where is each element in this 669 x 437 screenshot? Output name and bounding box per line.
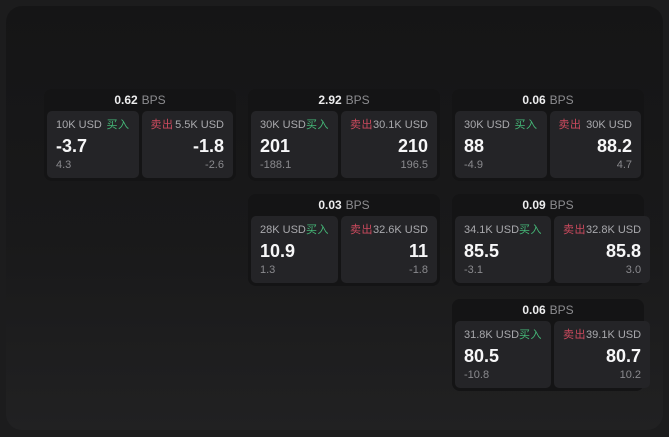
sell-value: 80.7 bbox=[606, 346, 642, 366]
buy-delta: -4.9 bbox=[464, 159, 483, 171]
sell-value: 85.8 bbox=[606, 241, 642, 261]
quote-card: 2.92 BPS 30K USD 买入 201 -188.1 卖出 30.1K … bbox=[248, 89, 440, 181]
quote-card: 0.62 BPS 10K USD 买入 -3.7 4.3 卖出 5.5K USD bbox=[44, 89, 236, 181]
sell-value: 210 bbox=[397, 136, 428, 156]
sell-tile[interactable]: 卖出 32.8K USD 85.8 3.0 bbox=[554, 216, 651, 283]
buy-delta: 4.3 bbox=[56, 159, 72, 171]
sell-amount: 39.1K USD bbox=[586, 329, 642, 341]
bps-value: 0.06 bbox=[522, 93, 546, 107]
buy-tag: 买入 bbox=[305, 119, 329, 131]
bps-unit-label: BPS bbox=[345, 198, 370, 212]
sell-delta: -1.8 bbox=[409, 264, 428, 276]
buy-delta: 1.3 bbox=[260, 264, 276, 276]
sell-amount: 32.6K USD bbox=[372, 224, 428, 236]
buy-amount: 10K USD bbox=[56, 119, 102, 131]
card-header: 2.92 BPS bbox=[251, 89, 437, 111]
quote-card: 0.03 BPS 28K USD 买入 10.9 1.3 卖出 32.6K US… bbox=[248, 194, 440, 286]
sell-value: 11 bbox=[408, 241, 428, 261]
sell-tag: 卖出 bbox=[349, 119, 373, 131]
sell-delta: 4.7 bbox=[616, 159, 632, 171]
bps-value: 0.62 bbox=[114, 93, 138, 107]
buy-tile[interactable]: 28K USD 买入 10.9 1.3 bbox=[251, 216, 338, 283]
buy-amount: 34.1K USD bbox=[464, 224, 520, 236]
sell-tag: 卖出 bbox=[563, 329, 587, 341]
bps-unit-label: BPS bbox=[549, 93, 574, 107]
sell-tile[interactable]: 卖出 30K USD 88.2 4.7 bbox=[549, 111, 641, 178]
quote-cards-grid: 0.62 BPS 10K USD 买入 -3.7 4.3 卖出 5.5K USD bbox=[44, 89, 651, 391]
buy-tile[interactable]: 10K USD 买入 -3.7 4.3 bbox=[47, 111, 139, 178]
buy-value: 201 bbox=[260, 136, 291, 156]
main-panel: 0.62 BPS 10K USD 买入 -3.7 4.3 卖出 5.5K USD bbox=[6, 6, 663, 430]
bps-unit-label: BPS bbox=[549, 198, 574, 212]
buy-value: 10.9 bbox=[260, 241, 296, 261]
buy-tag: 买入 bbox=[519, 224, 543, 236]
sell-value: -1.8 bbox=[192, 136, 224, 156]
buy-tile[interactable]: 34.1K USD 买入 85.5 -3.1 bbox=[455, 216, 552, 283]
bps-value: 2.92 bbox=[318, 93, 342, 107]
bps-unit-label: BPS bbox=[549, 303, 574, 317]
sell-delta: -2.6 bbox=[205, 159, 224, 171]
sell-tile[interactable]: 卖出 30.1K USD 210 196.5 bbox=[340, 111, 437, 178]
sell-amount: 32.8K USD bbox=[586, 224, 642, 236]
card-header: 0.03 BPS bbox=[251, 194, 437, 216]
bps-unit-label: BPS bbox=[345, 93, 370, 107]
bps-value: 0.03 bbox=[318, 198, 342, 212]
quote-card: 0.09 BPS 34.1K USD 买入 85.5 -3.1 卖出 32.8K… bbox=[452, 194, 651, 286]
bps-value: 0.09 bbox=[522, 198, 546, 212]
sell-tile[interactable]: 卖出 32.6K USD 11 -1.8 bbox=[340, 216, 437, 283]
buy-delta: -188.1 bbox=[260, 159, 292, 171]
buy-delta: -3.1 bbox=[464, 264, 483, 276]
buy-value: 88 bbox=[464, 136, 485, 156]
sell-amount: 30.1K USD bbox=[372, 119, 428, 131]
buy-tag: 买入 bbox=[514, 119, 538, 131]
sell-delta: 3.0 bbox=[625, 264, 642, 276]
quote-card: 0.06 BPS 30K USD 买入 88 -4.9 卖出 30K USD bbox=[452, 89, 644, 181]
sell-tile[interactable]: 卖出 39.1K USD 80.7 10.2 bbox=[554, 321, 651, 388]
sell-delta: 196.5 bbox=[400, 159, 428, 171]
sell-amount: 5.5K USD bbox=[175, 119, 224, 131]
buy-amount: 28K USD bbox=[260, 224, 306, 236]
bps-unit-label: BPS bbox=[141, 93, 166, 107]
buy-amount: 30K USD bbox=[464, 119, 510, 131]
card-header: 0.09 BPS bbox=[455, 194, 641, 216]
buy-tag: 买入 bbox=[305, 224, 329, 236]
sell-tag: 卖出 bbox=[563, 224, 587, 236]
buy-value: 80.5 bbox=[464, 346, 500, 366]
sell-tag: 卖出 bbox=[150, 119, 174, 131]
sell-tag: 卖出 bbox=[558, 119, 582, 131]
card-header: 0.06 BPS bbox=[455, 299, 641, 321]
sell-tag: 卖出 bbox=[349, 224, 373, 236]
buy-value: 85.5 bbox=[464, 241, 500, 261]
sell-delta: 10.2 bbox=[619, 369, 642, 381]
buy-tile[interactable]: 31.8K USD 买入 80.5 -10.8 bbox=[455, 321, 552, 388]
bps-value: 0.06 bbox=[522, 303, 546, 317]
sell-tile[interactable]: 卖出 5.5K USD -1.8 -2.6 bbox=[141, 111, 233, 178]
sell-value: 88.2 bbox=[596, 136, 632, 156]
quote-card: 0.06 BPS 31.8K USD 买入 80.5 -10.8 卖出 39.1… bbox=[452, 299, 651, 391]
buy-value: -3.7 bbox=[56, 136, 88, 156]
card-header: 0.62 BPS bbox=[47, 89, 233, 111]
buy-amount: 30K USD bbox=[260, 119, 306, 131]
buy-tile[interactable]: 30K USD 买入 88 -4.9 bbox=[455, 111, 547, 178]
buy-amount: 31.8K USD bbox=[464, 329, 520, 341]
buy-tile[interactable]: 30K USD 买入 201 -188.1 bbox=[251, 111, 338, 178]
buy-tag: 买入 bbox=[106, 119, 130, 131]
buy-delta: -10.8 bbox=[464, 369, 490, 381]
buy-tag: 买入 bbox=[519, 329, 543, 341]
card-header: 0.06 BPS bbox=[455, 89, 641, 111]
sell-amount: 30K USD bbox=[586, 119, 632, 131]
